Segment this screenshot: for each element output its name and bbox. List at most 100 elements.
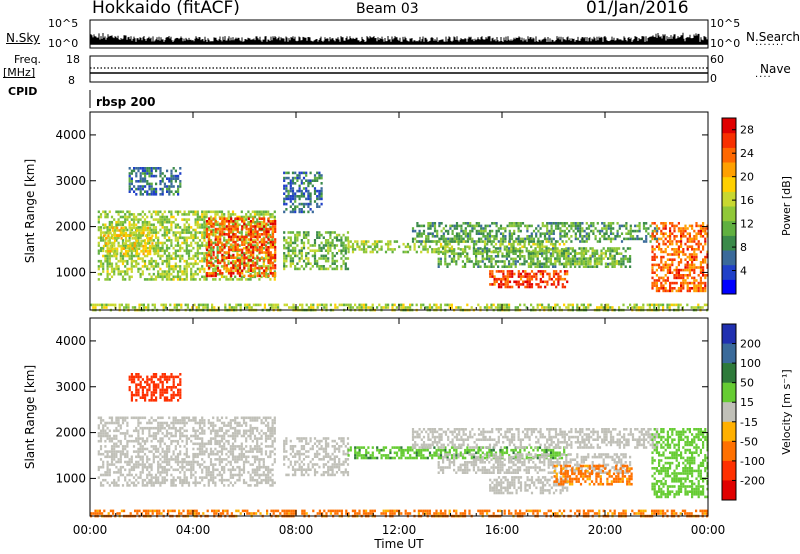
data-cell [135, 252, 139, 256]
data-cell [205, 227, 209, 231]
data-cell [251, 267, 254, 271]
data-cell [248, 306, 251, 309]
data-cell [130, 180, 133, 183]
data-cell [185, 241, 188, 245]
data-cell [316, 202, 319, 206]
data-cell [168, 218, 171, 221]
data-cell [137, 416, 140, 420]
data-cell [223, 213, 226, 216]
data-cell [218, 226, 221, 229]
data-cell [194, 210, 197, 214]
data-cell [137, 460, 140, 464]
data-cell [152, 167, 155, 170]
data-cell [269, 235, 272, 239]
data-cell [144, 167, 147, 170]
data-cell [629, 303, 632, 307]
data-cell [554, 303, 557, 307]
data-cell [221, 259, 224, 262]
data-cell [675, 266, 678, 269]
data-cell [126, 473, 129, 477]
data-cell [164, 306, 167, 309]
data-cell [249, 269, 253, 272]
data-cell [185, 226, 188, 229]
data-cell [296, 262, 299, 265]
data-cell [247, 265, 250, 268]
data-cell [159, 275, 162, 279]
data-cell [693, 284, 696, 287]
data-cell [116, 252, 119, 256]
data-cell [225, 217, 228, 220]
data-cell [300, 208, 303, 211]
data-cell [148, 167, 151, 170]
data-cell [247, 254, 250, 258]
data-cell [362, 245, 366, 249]
data-cell [210, 261, 213, 265]
data-cell [119, 455, 122, 459]
data-cell [97, 272, 100, 276]
data-cell [163, 218, 166, 221]
data-cell [205, 226, 208, 229]
data-cell [472, 265, 475, 268]
data-cell [108, 468, 111, 472]
data-cell [541, 265, 544, 268]
data-cell [124, 447, 127, 451]
data-cell [664, 232, 667, 235]
data-cell [143, 265, 147, 268]
data-cell [680, 232, 683, 235]
data-cell [230, 227, 233, 231]
data-cell [455, 227, 459, 230]
data-cell [289, 239, 292, 242]
data-cell [298, 259, 301, 263]
data-cell [228, 303, 231, 307]
data-cell [305, 257, 308, 260]
data-cell [247, 274, 250, 278]
data-cell [506, 277, 509, 281]
data-cell [106, 421, 109, 425]
data-cell [264, 265, 268, 268]
data-cell [428, 245, 432, 249]
data-cell [187, 254, 191, 258]
data-cell [129, 229, 132, 232]
data-cell [559, 235, 562, 238]
data-cell [587, 232, 591, 235]
data-cell [338, 249, 341, 252]
data-cell [249, 259, 253, 262]
data-cell [666, 303, 669, 307]
data-cell [582, 265, 585, 268]
data-cell [302, 187, 306, 190]
data-cell [194, 278, 197, 281]
data-cell [289, 257, 292, 260]
data-cell [146, 180, 149, 183]
data-cell [250, 306, 253, 309]
data-cell [139, 180, 142, 183]
data-cell [102, 429, 105, 433]
data-cell [300, 246, 303, 250]
data-cell [541, 262, 544, 266]
data-cell [655, 263, 658, 267]
data-cell [227, 220, 231, 223]
data-cell [302, 267, 306, 271]
data-cell [161, 278, 164, 281]
data-cell [497, 303, 500, 307]
data-cell [154, 226, 158, 229]
data-cell [183, 259, 186, 263]
data-cell [192, 228, 195, 232]
data-cell [475, 229, 478, 233]
data-cell [170, 228, 173, 232]
data-cell [163, 241, 166, 245]
data-cell [695, 287, 698, 290]
data-cell [462, 229, 465, 233]
data-cell [294, 171, 297, 175]
data-cell [625, 232, 628, 235]
data-cell [658, 266, 661, 269]
data-region [205, 217, 277, 278]
data-cell [107, 234, 110, 237]
data-cell [107, 303, 110, 307]
data-cell [466, 255, 469, 258]
data-cell [125, 306, 128, 309]
data-cell [686, 232, 689, 235]
data-cell [475, 242, 478, 246]
data-cell [570, 227, 573, 230]
data-region [489, 270, 569, 289]
data-cell [477, 262, 480, 266]
